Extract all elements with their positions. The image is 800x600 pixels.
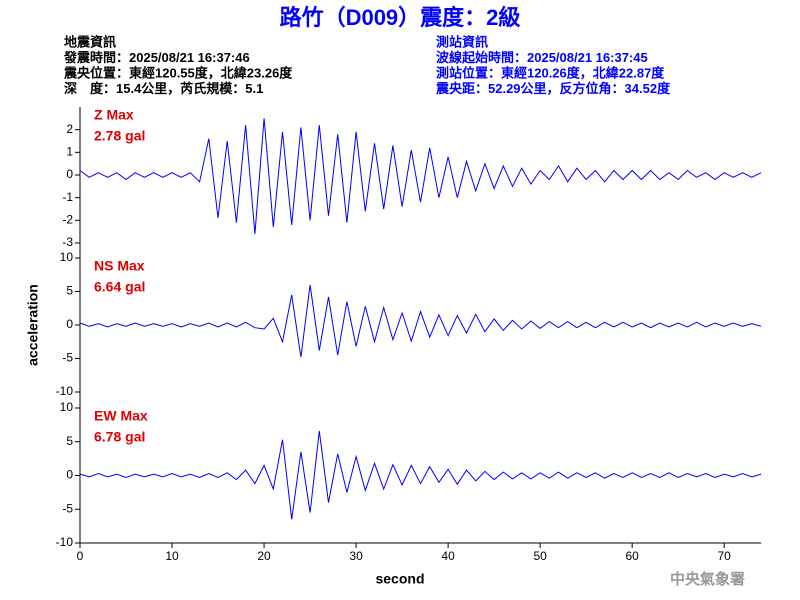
y-tick-label: 0 (66, 167, 73, 181)
y-tick-label: -5 (62, 501, 73, 515)
y-tick-label: 1 (66, 145, 73, 159)
y-tick-label: 10 (60, 400, 74, 414)
x-tick-label: 10 (165, 549, 179, 563)
y-tick-label: -10 (56, 535, 74, 549)
y-tick-label: 10 (60, 250, 74, 264)
y-tick-label: 0 (66, 468, 73, 482)
y-tick-label: 5 (66, 284, 73, 298)
waveform (79, 118, 762, 234)
info-left: 深 度：15.4公里，芮氏規模：5.1 (64, 81, 263, 96)
max-label: 6.64 gal (94, 279, 145, 295)
x-tick-label: 70 (718, 549, 732, 563)
max-label: 6.78 gal (94, 429, 145, 445)
x-tick-label: 0 (77, 549, 84, 563)
y-tick-label: -1 (62, 190, 73, 204)
y-tick-label: -10 (56, 384, 74, 398)
y-tick-label: -5 (62, 351, 73, 365)
x-tick-label: 20 (257, 549, 271, 563)
component-label: EW Max (94, 408, 148, 424)
component-label: Z Max (94, 107, 134, 123)
info-right: 波線起始時間：2025/08/21 16:37:45 (436, 50, 648, 65)
max-label: 2.78 gal (94, 128, 145, 144)
x-tick-label: 30 (349, 549, 363, 563)
y-tick-label: 0 (66, 317, 73, 331)
y-tick-label: 2 (66, 122, 73, 136)
info-left: 震央位置：東經120.55度，北緯23.26度 (63, 65, 293, 80)
info-right: 震央距：52.29公里，反方位角：34.52度 (435, 81, 671, 96)
info-right: 測站資訊 (436, 34, 488, 49)
y-tick-label: 5 (66, 434, 73, 448)
y-tick-label: -3 (62, 235, 73, 249)
info-left: 地震資訊 (64, 34, 116, 49)
watermark: 中央氣象署 (670, 570, 745, 588)
x-axis-label: second (375, 571, 424, 587)
waveform (79, 284, 762, 358)
title: 路竹（D009）震度：2級 (280, 5, 521, 30)
x-tick-label: 60 (625, 549, 639, 563)
info-left: 發震時間：2025/08/21 16:37:46 (63, 50, 250, 65)
y-tick-label: -2 (62, 213, 73, 227)
x-tick-label: 40 (441, 549, 455, 563)
info-right: 測站位置：東經120.26度，北緯22.87度 (436, 65, 665, 80)
y-axis-label: acceleration (25, 284, 41, 366)
component-label: NS Max (94, 258, 145, 274)
x-tick-label: 50 (533, 549, 547, 563)
waveform (79, 430, 762, 520)
